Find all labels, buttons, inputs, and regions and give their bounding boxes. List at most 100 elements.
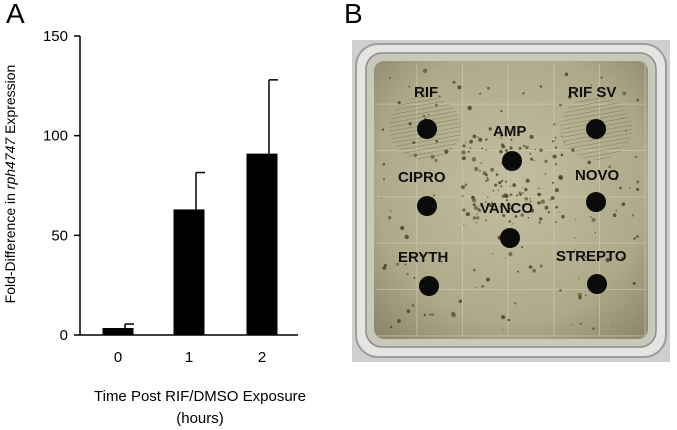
colony-speck: [512, 223, 514, 225]
colony-speck: [485, 219, 487, 222]
colony-speck: [501, 328, 504, 331]
colony-speck: [600, 76, 603, 79]
colony-speck: [587, 160, 591, 165]
y-axis-label-gene: rph4747: [2, 137, 18, 190]
colony-speck: [490, 167, 495, 172]
colony-speck: [577, 292, 582, 297]
colony-speck: [633, 237, 636, 240]
colony-speck: [614, 177, 618, 181]
colony-speck: [631, 214, 635, 217]
colony-speck: [422, 68, 428, 73]
bar-2: [246, 153, 278, 335]
colony-speck: [500, 137, 502, 139]
colony-speck: [461, 195, 464, 198]
x-axis-label-line2: (hours): [176, 410, 224, 427]
colony-speck: [551, 140, 554, 143]
colony-speck: [534, 148, 537, 151]
colony-speck: [488, 127, 492, 131]
colony-speck: [501, 315, 506, 320]
colony-speck: [481, 147, 483, 150]
colony-speck: [479, 205, 482, 207]
y-axis-label-prefix: Fold-Difference in: [2, 189, 18, 304]
colony-speck: [619, 186, 622, 190]
colony-speck: [578, 277, 580, 280]
colony-speck: [521, 187, 524, 189]
colony-speck: [516, 194, 518, 197]
colony-speck: [556, 258, 559, 261]
colony-speck: [530, 208, 534, 213]
colony-speck: [487, 196, 489, 198]
colony-speck: [594, 231, 596, 234]
colony-speck: [478, 169, 481, 172]
disk-vanco: [500, 228, 520, 248]
colony-speck: [429, 313, 432, 316]
colony-speck: [505, 257, 507, 259]
colony-speck: [629, 187, 631, 189]
colony-speck: [506, 199, 509, 202]
colony-speck: [422, 93, 425, 96]
colony-speck: [636, 98, 640, 102]
colony-speck: [552, 181, 554, 184]
colony-speck: [544, 159, 548, 163]
colony-speck: [486, 177, 489, 179]
colony-speck: [462, 208, 466, 212]
colony-speck: [438, 95, 441, 98]
colony-speck: [579, 322, 582, 325]
disk-rif: [417, 119, 437, 139]
colony-speck: [524, 197, 528, 201]
colony-speck: [490, 205, 493, 207]
colony-speck: [587, 87, 590, 89]
colony-speck: [486, 277, 490, 282]
colony-speck: [481, 285, 485, 288]
colony-speck: [564, 72, 569, 77]
colony-speck: [512, 183, 517, 188]
colony-speck: [509, 207, 512, 210]
colony-speck: [465, 141, 467, 143]
colony-speck: [497, 189, 499, 191]
colony-speck: [382, 163, 386, 166]
colony-speck: [554, 163, 558, 166]
colony-speck: [451, 312, 456, 318]
colony-speck: [423, 313, 426, 317]
x-tick-label: 0: [114, 349, 122, 366]
colony-speck: [474, 166, 479, 172]
disk-rif-sv: [586, 119, 606, 139]
colony-speck: [578, 296, 582, 300]
colony-speck: [434, 159, 438, 162]
colony-speck: [411, 255, 413, 257]
colony-speck: [482, 171, 487, 176]
colony-speck: [584, 255, 587, 259]
colony-speck: [487, 86, 490, 90]
colony-speck: [494, 183, 498, 187]
disk-cipro: [417, 196, 437, 216]
bar-chart: 0 50 100 150 0 1 2: [43, 28, 298, 366]
label-amp: AMP: [493, 123, 526, 140]
x-axis-label: Time Post RIF/DMSO Exposure (hours): [40, 386, 360, 430]
bar-1: [173, 209, 205, 335]
colony-speck: [501, 144, 506, 149]
colony-speck: [499, 134, 502, 137]
colony-speck: [389, 76, 391, 79]
colony-speck: [389, 325, 393, 329]
colony-speck: [432, 194, 436, 197]
colony-speck: [636, 188, 640, 191]
colony-speck: [406, 272, 409, 276]
colony-speck: [555, 205, 558, 209]
colony-speck: [509, 130, 512, 133]
colony-speck: [540, 199, 545, 204]
antibiotic-disk-plate-photo: RIF RIF SV AMP CIPRO NOVO VANCO ERYTH ST…: [352, 40, 670, 362]
colony-speck: [632, 281, 636, 285]
colony-speck: [500, 185, 503, 188]
colony-speck: [465, 212, 470, 217]
x-tick-label: 2: [258, 349, 266, 366]
colony-speck: [471, 157, 477, 162]
colony-speck: [621, 256, 623, 259]
colony-speck: [467, 150, 470, 153]
colony-speck: [570, 324, 573, 326]
colony-speck: [381, 197, 383, 199]
colony-speck: [509, 185, 511, 187]
colony-speck: [472, 268, 476, 272]
colony-speck: [411, 304, 415, 307]
colony-speck: [533, 159, 535, 162]
colony-speck: [544, 173, 547, 175]
